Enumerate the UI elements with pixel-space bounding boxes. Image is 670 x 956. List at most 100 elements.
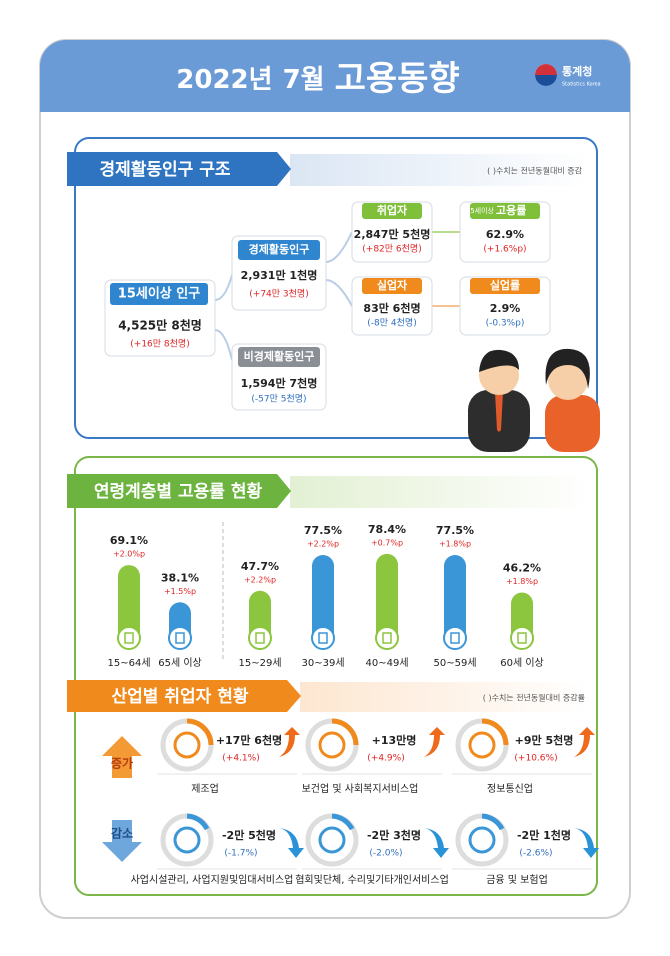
x-tick-label: 15~29세: [238, 657, 281, 669]
bar-icon: [311, 626, 335, 650]
bar-change-label: +2.0%p: [113, 550, 145, 559]
bar-change-label: +0.7%p: [371, 538, 403, 547]
node-label: 취업자: [377, 203, 408, 217]
bar: [118, 565, 140, 648]
section-title: 산업별 취업자 현황: [112, 686, 249, 707]
bar-icon: [124, 632, 134, 644]
industry-icon-ring: [331, 813, 355, 831]
bar-value-label: 47.7%: [241, 560, 279, 573]
bar-value-label: 69.1%: [110, 534, 148, 547]
industry-icon: [318, 826, 346, 854]
section-note: ( )수치는 전년동월대비 증감률: [483, 693, 585, 703]
industry-icon: [173, 826, 201, 854]
node-label-bg: [470, 203, 540, 219]
node-change: (+74만 3천명): [249, 289, 308, 300]
node-change: (-0.3%p): [486, 319, 525, 329]
industry-rate: (+4.9%): [367, 754, 404, 764]
header-year: 2022년: [176, 65, 272, 95]
up-trend-arrow: [424, 727, 445, 757]
industry-name: 사업시설관리, 사업지원및임대서비스업: [131, 873, 294, 886]
increase-label: 증가: [111, 756, 133, 771]
bar-icon: [510, 626, 534, 650]
up-trend-arrow: [279, 727, 300, 757]
node-change: (+1.6%p): [483, 245, 526, 255]
header-title: 2022년 7월 고용동향: [176, 59, 459, 99]
industry-rate: (+10.6%): [514, 754, 557, 764]
section-note: ( )수치는 전년동월대비 증감: [487, 166, 582, 176]
node-label: 고용률: [496, 204, 526, 217]
x-tick-label: 50~59세: [433, 657, 476, 669]
header-title: 고용동향: [335, 59, 460, 99]
industry-icon-ring: [481, 718, 509, 746]
node-label: 실업자: [377, 278, 408, 292]
logo-mark: [535, 75, 557, 86]
bar-icon: [318, 632, 328, 644]
people-illustration: [468, 348, 600, 452]
industry-rate: (-2.0%): [369, 849, 402, 859]
connectors: [214, 231, 460, 361]
industry-icon-ring: [331, 718, 359, 746]
bar-icon: [450, 632, 460, 644]
bar-value-label: 77.5%: [304, 524, 342, 537]
x-tick-label: 60세 이상: [500, 657, 544, 669]
industry-icon: [318, 731, 346, 759]
industry-icon-ring: [186, 718, 214, 746]
section-title: 경제활동인구 구조: [99, 159, 230, 180]
industry-rate: (+4.1%): [222, 754, 259, 764]
bar-value-label: 46.2%: [503, 562, 541, 575]
bar: [312, 555, 334, 648]
industry-icon: [173, 731, 201, 759]
bar-icon: [117, 626, 141, 650]
age-box: [74, 456, 598, 896]
bar-change-label: +2.2%p: [244, 575, 276, 584]
header-month: 7월: [283, 65, 325, 95]
down-trend-arrow: [424, 828, 449, 858]
node-label: 실업률: [490, 278, 520, 292]
industry-change: -2만 5천명: [222, 828, 276, 842]
industry-change: -2만 3천명: [367, 828, 421, 842]
node-label: 15세이상 인구: [118, 286, 200, 302]
node-label-bg: [110, 283, 208, 305]
node-label-bg: [238, 240, 320, 260]
bar-change-label: +2.2%p: [307, 540, 339, 549]
industry-icon: [468, 826, 496, 854]
node-label-prefix: 15세이상: [466, 206, 495, 215]
down-trend-arrow: [574, 828, 599, 858]
industry-name: 정보통신업: [487, 782, 533, 795]
title-strip: [290, 154, 590, 186]
node-value: 83만 6천명: [363, 301, 420, 315]
down-trend-arrow: [279, 828, 304, 858]
section-tab: [67, 680, 301, 712]
industry-icon: [468, 731, 496, 759]
node-change: (-8만 4천명): [367, 318, 416, 329]
node-change: (-57만 5천명): [251, 394, 306, 405]
bar: [444, 555, 466, 648]
bar: [376, 553, 398, 648]
node-value: 4,525만 8천명: [118, 318, 202, 333]
x-tick-label: 40~49세: [365, 657, 408, 669]
node-change: (+82만 6천명): [362, 244, 421, 255]
node-value: 1,594만 7천명: [241, 376, 318, 390]
bar-value-label: 77.5%: [436, 524, 474, 537]
bar-change-label: +1.5%p: [164, 587, 196, 596]
node-label-bg: [238, 347, 320, 367]
logo-sub: Statistics Korea: [562, 82, 601, 88]
industry-icon-ring: [186, 813, 210, 831]
bar-icon: [175, 632, 185, 644]
decrease-label: 감소: [111, 826, 133, 841]
x-tick-label: 65세 이상: [158, 657, 202, 669]
bar-icon: [443, 626, 467, 650]
bar-icon: [248, 626, 272, 650]
bar-change-label: +1.8%p: [506, 577, 538, 586]
bar-icon: [375, 626, 399, 650]
section-title: 연령계층별 고용률 현황: [94, 481, 263, 502]
industry-rate: (-2.6%): [519, 849, 552, 859]
increase-arrow: [102, 736, 142, 778]
bar-icon: [168, 626, 192, 650]
bar-change-label: +1.8%p: [439, 540, 471, 549]
node-value: 2,931만 1천명: [241, 268, 318, 282]
industry-name: 제조업: [191, 782, 219, 795]
